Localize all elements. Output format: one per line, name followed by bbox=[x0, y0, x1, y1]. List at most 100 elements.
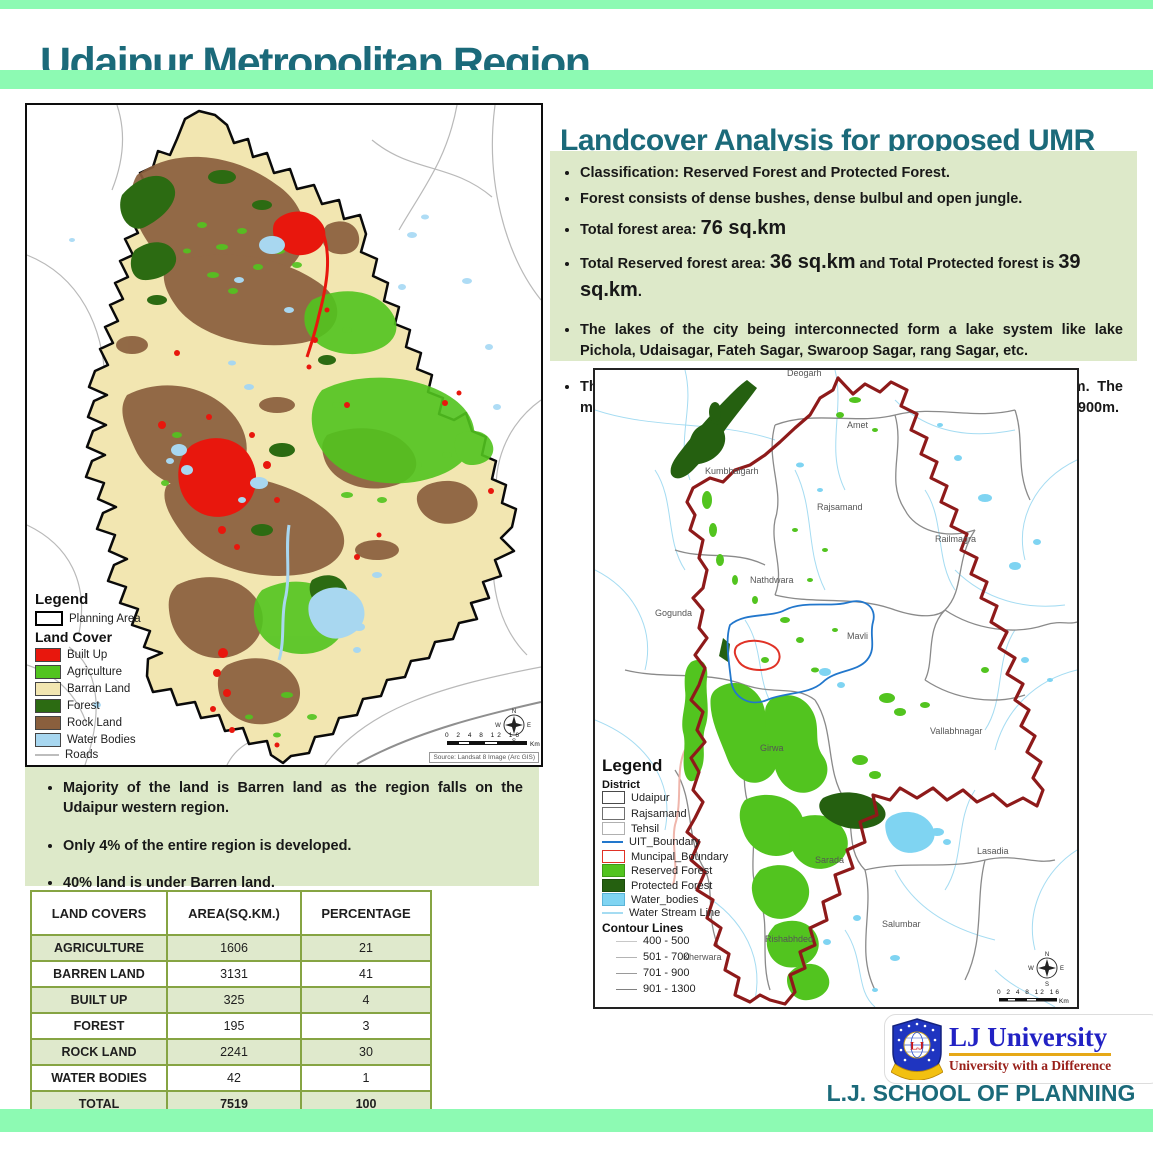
table-header-cell: LAND COVERS bbox=[30, 890, 168, 936]
land-cover-subtitle: Land Cover bbox=[35, 629, 113, 645]
map-label: Railmagra bbox=[935, 534, 977, 544]
shield-icon: LJ bbox=[891, 1018, 943, 1080]
legend-label: Reserved Forest bbox=[631, 864, 713, 877]
planning-area-swatch bbox=[35, 611, 63, 626]
legend-label: UIT_Boundary bbox=[629, 836, 700, 848]
table-header-row: LAND COVERS AREA(SQ.KM.) PERCENTAGE bbox=[30, 890, 432, 936]
map-label: Rishabhdeo bbox=[765, 934, 814, 944]
legend-label: Water_bodies bbox=[631, 893, 699, 906]
map-label: Deogarh bbox=[787, 368, 822, 378]
reserved-forest-layer bbox=[682, 397, 989, 1001]
contour-subtitle: Contour Lines bbox=[602, 921, 684, 935]
landcover-table: LAND COVERS AREA(SQ.KM.) PERCENTAGE AGRI… bbox=[30, 890, 432, 1118]
legend-label: Protected Forest bbox=[631, 879, 713, 892]
legend-label: Built Up bbox=[67, 649, 108, 661]
legend-item: UIT_Boundary bbox=[602, 836, 700, 848]
table-cell: 42 bbox=[166, 1064, 302, 1092]
legend-title: Legend bbox=[35, 591, 89, 608]
roads-layer bbox=[27, 105, 541, 765]
bullet-item: Only 4% of the entire region is develope… bbox=[63, 836, 523, 856]
map-label: Rajsamand bbox=[817, 502, 863, 512]
legend-label: Agriculture bbox=[67, 666, 122, 678]
table-row: AGRICULTURE 1606 21 bbox=[30, 934, 432, 962]
stream-lines-layer bbox=[595, 370, 1077, 1007]
map-label: Mavli bbox=[847, 631, 869, 641]
water-bodies-layer bbox=[796, 423, 1053, 992]
compass-icon: N S W E bbox=[1028, 952, 1064, 988]
legend-item-planning-area: Planning Area bbox=[35, 611, 141, 626]
source-note: Source: Landsat 8 Image (Arc GIS) bbox=[429, 752, 539, 763]
legend-item: Water Stream Line bbox=[602, 907, 720, 919]
map-label: Salumbar bbox=[882, 919, 921, 929]
svg-text:W: W bbox=[1028, 966, 1034, 972]
table-header-cell: PERCENTAGE bbox=[300, 890, 432, 936]
legend-label: Planning Area bbox=[69, 612, 141, 625]
logo-gold-rule bbox=[949, 1053, 1112, 1056]
table-cell: 21 bbox=[300, 934, 432, 962]
forest-district-map: N S W E 0 2 4 8 12 16 Km Deogarh Amet Ku… bbox=[593, 368, 1079, 1009]
svg-text:S: S bbox=[1045, 982, 1049, 988]
water-bodies-layer bbox=[166, 236, 382, 661]
map-label: Vallabhnagar bbox=[930, 726, 983, 736]
contour-4-swatch bbox=[616, 988, 637, 990]
legend-item: Roads bbox=[35, 749, 98, 761]
barran-land-swatch bbox=[35, 682, 61, 696]
legend-item: Protected Forest bbox=[602, 879, 712, 892]
pale-boundary-segment bbox=[672, 749, 686, 886]
district-subtitle: District bbox=[602, 779, 640, 791]
legend-item: 501 - 700 bbox=[602, 951, 689, 963]
table-cell: AGRICULTURE bbox=[30, 934, 168, 962]
water-bodies-swatch bbox=[35, 733, 61, 747]
legend-label: 400 - 500 bbox=[643, 935, 690, 947]
bullet-item: Total Reserved forest area: 36 sq.km and… bbox=[580, 248, 1123, 305]
legend-item: 701 - 900 bbox=[602, 967, 689, 979]
scale-bar bbox=[447, 741, 527, 745]
landcover-map: N S W E 0 2 4 8 12 16 Km Source: Landsat… bbox=[25, 103, 543, 767]
bullet-item: Majority of the land is Barren land as t… bbox=[63, 778, 523, 819]
map-label: Nathdwara bbox=[750, 575, 794, 585]
legend-label: Water Bodies bbox=[67, 734, 136, 746]
table-header-cell: AREA(SQ.KM.) bbox=[166, 890, 302, 936]
scale-unit-label: Km bbox=[530, 741, 540, 748]
uit-boundary-swatch bbox=[602, 841, 623, 843]
legend-label: Rajsamand bbox=[631, 807, 687, 820]
contour-2-swatch bbox=[616, 956, 637, 958]
rajsamand-swatch bbox=[602, 807, 625, 820]
table-row: BUILT UP 325 4 bbox=[30, 986, 432, 1014]
legend-label: Udaipur bbox=[631, 791, 670, 804]
map-label: Lasadia bbox=[977, 846, 1009, 856]
table-cell: 195 bbox=[166, 1012, 302, 1040]
university-logo: LJ LJ University University with a Diffe… bbox=[884, 1014, 1153, 1084]
map-label: Gogunda bbox=[655, 608, 693, 618]
reserved-forest-swatch bbox=[602, 864, 625, 877]
map-label: Kherwara bbox=[683, 952, 722, 962]
table-cell: WATER BODIES bbox=[30, 1064, 168, 1092]
analysis-bullets-box: Classification: Reserved Forest and Prot… bbox=[550, 151, 1137, 416]
svg-text:E: E bbox=[1060, 966, 1064, 972]
table-cell: 41 bbox=[300, 960, 432, 988]
table-cell: 2241 bbox=[166, 1038, 302, 1066]
logo-subtitle: University with a Difference bbox=[949, 1058, 1112, 1073]
table-cell: FOREST bbox=[30, 1012, 168, 1040]
legend-item: Rock Land bbox=[35, 716, 122, 730]
built-up-swatch bbox=[35, 648, 61, 662]
udaipur-swatch bbox=[602, 791, 625, 804]
compass-icon: N S W E bbox=[495, 709, 531, 745]
title-underline-bar bbox=[0, 70, 1153, 89]
built-up-layer bbox=[158, 211, 494, 748]
legend-item: Built Up bbox=[35, 648, 107, 662]
table-row: BARREN LAND 3131 41 bbox=[30, 960, 432, 988]
table-cell: 1606 bbox=[166, 934, 302, 962]
municipal-boundary bbox=[733, 639, 781, 671]
map-label: Sarada bbox=[815, 855, 845, 865]
water-stream-swatch bbox=[602, 912, 623, 914]
legend-label: Rock Land bbox=[67, 717, 122, 729]
top-accent-bar bbox=[0, 0, 1153, 9]
table-cell: 1 bbox=[300, 1064, 432, 1092]
bullet-item: 40% land is under Barren land. bbox=[63, 873, 523, 893]
bullet-item: Total forest area: 76 sq.km bbox=[580, 214, 1123, 242]
table-row: ROCK LAND 2241 30 bbox=[30, 1038, 432, 1066]
legend-item: Forest bbox=[35, 699, 100, 713]
scale-label: 0 2 4 8 12 16 bbox=[997, 989, 1061, 996]
